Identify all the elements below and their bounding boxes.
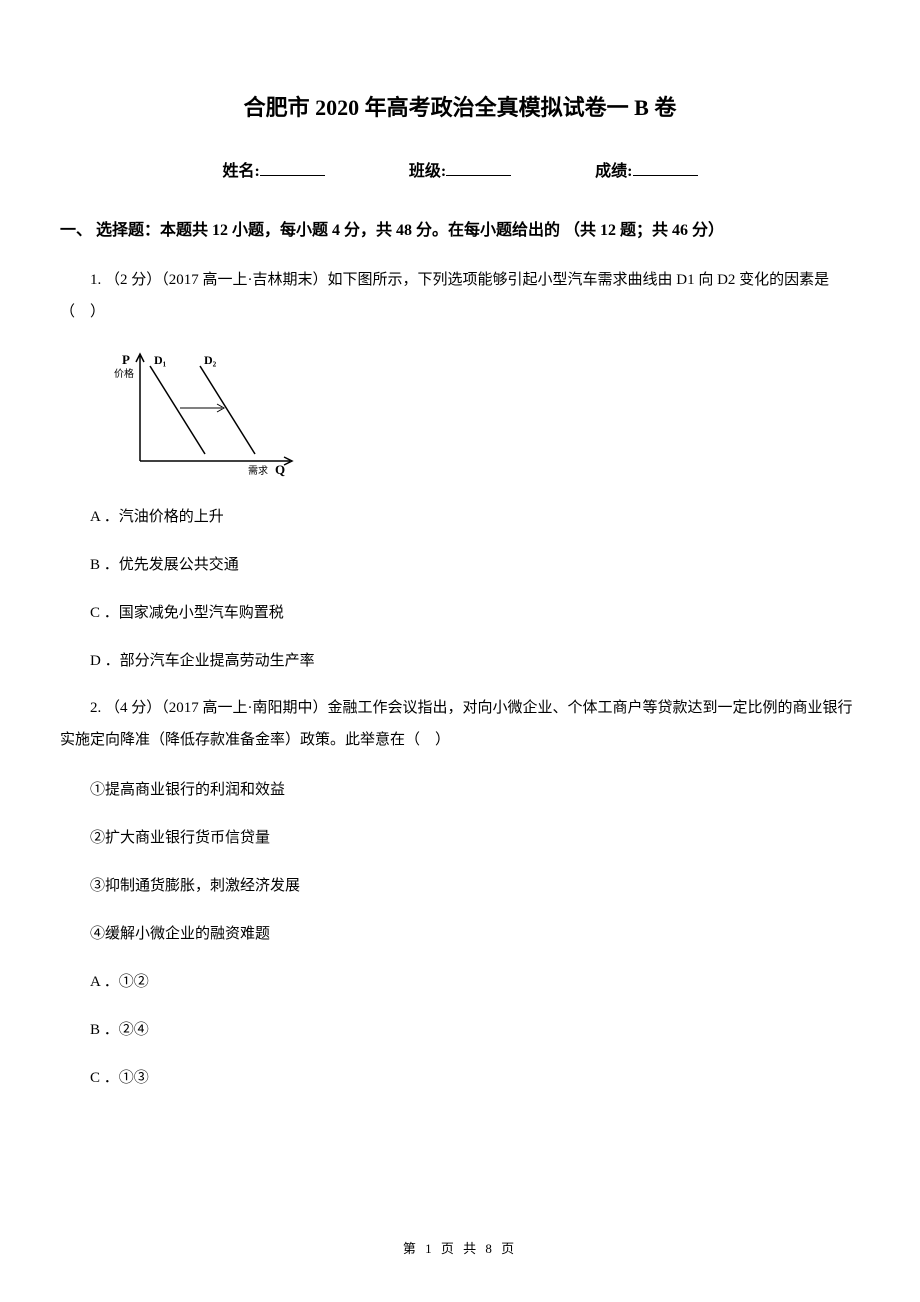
name-label: 姓名:	[222, 163, 259, 180]
section-header: 一、 选择题：本题共 12 小题，每小题 4 分，共 48 分。在每小题给出的 …	[60, 216, 860, 240]
d2-line	[200, 366, 255, 454]
d2-label: D₂	[204, 353, 217, 367]
question-1: 1. （2 分）（2017 高一上·吉林期末）如下图所示，下列选项能够引起小型汽…	[60, 265, 860, 328]
header-info: 姓名: 班级: 成绩:	[60, 157, 860, 181]
q2-option-b: B ．②④	[60, 1014, 860, 1047]
name-field: 姓名:	[222, 163, 328, 180]
q2-statement-1: ①提高商业银行的利润和效益	[60, 774, 860, 807]
q1-option-d: D ．部分汽车企业提高劳动生产率	[60, 645, 860, 678]
score-field: 成绩:	[595, 163, 697, 180]
q2-statement-3: ③抑制通货膨胀，刺激经济发展	[60, 870, 860, 903]
question-2: 2. （4 分）（2017 高一上·南阳期中）金融工作会议指出，对向小微企业、个…	[60, 693, 860, 756]
name-underline	[260, 160, 325, 176]
question-1-options: A ．汽油价格的上升 B ．优先发展公共交通 C ．国家减免小型汽车购置税 D …	[60, 501, 860, 678]
x-axis-sublabel: 需求	[248, 465, 268, 477]
q2-statement-2: ②扩大商业银行货币信贷量	[60, 822, 860, 855]
question-2-options: A ．①② B ．②④ C ．①③	[60, 966, 860, 1095]
y-axis-label: P	[122, 352, 130, 367]
class-underline	[446, 160, 511, 176]
q2-option-c: C ．①③	[60, 1062, 860, 1095]
class-field: 班级:	[409, 163, 515, 180]
q2-option-a: A ．①②	[60, 966, 860, 999]
q1-option-a: A ．汽油价格的上升	[60, 501, 860, 534]
question-1-figure: P 价格 D₁ D₂ 需求 Q	[110, 346, 860, 486]
class-label: 班级:	[409, 163, 446, 180]
score-underline	[633, 160, 698, 176]
page-title: 合肥市 2020 年高考政治全真模拟试卷一 B 卷	[60, 90, 860, 122]
question-2-text: 2. （4 分）（2017 高一上·南阳期中）金融工作会议指出，对向小微企业、个…	[60, 693, 860, 756]
score-label: 成绩:	[595, 163, 632, 180]
q1-option-c: C ．国家减免小型汽车购置税	[60, 597, 860, 630]
q2-statement-4: ④缓解小微企业的融资难题	[60, 918, 860, 951]
question-1-text: 1. （2 分）（2017 高一上·吉林期末）如下图所示，下列选项能够引起小型汽…	[60, 265, 860, 328]
page-footer: 第 1 页 共 8 页	[0, 1238, 920, 1257]
d1-label: D₁	[154, 353, 167, 367]
d1-line	[150, 366, 205, 454]
question-2-statements: ①提高商业银行的利润和效益 ②扩大商业银行货币信贷量 ③抑制通货膨胀，刺激经济发…	[60, 774, 860, 951]
demand-curve-chart: P 价格 D₁ D₂ 需求 Q	[110, 346, 300, 481]
x-axis-label: Q	[275, 462, 285, 477]
q1-option-b: B ．优先发展公共交通	[60, 549, 860, 582]
y-axis-sublabel: 价格	[114, 367, 134, 380]
